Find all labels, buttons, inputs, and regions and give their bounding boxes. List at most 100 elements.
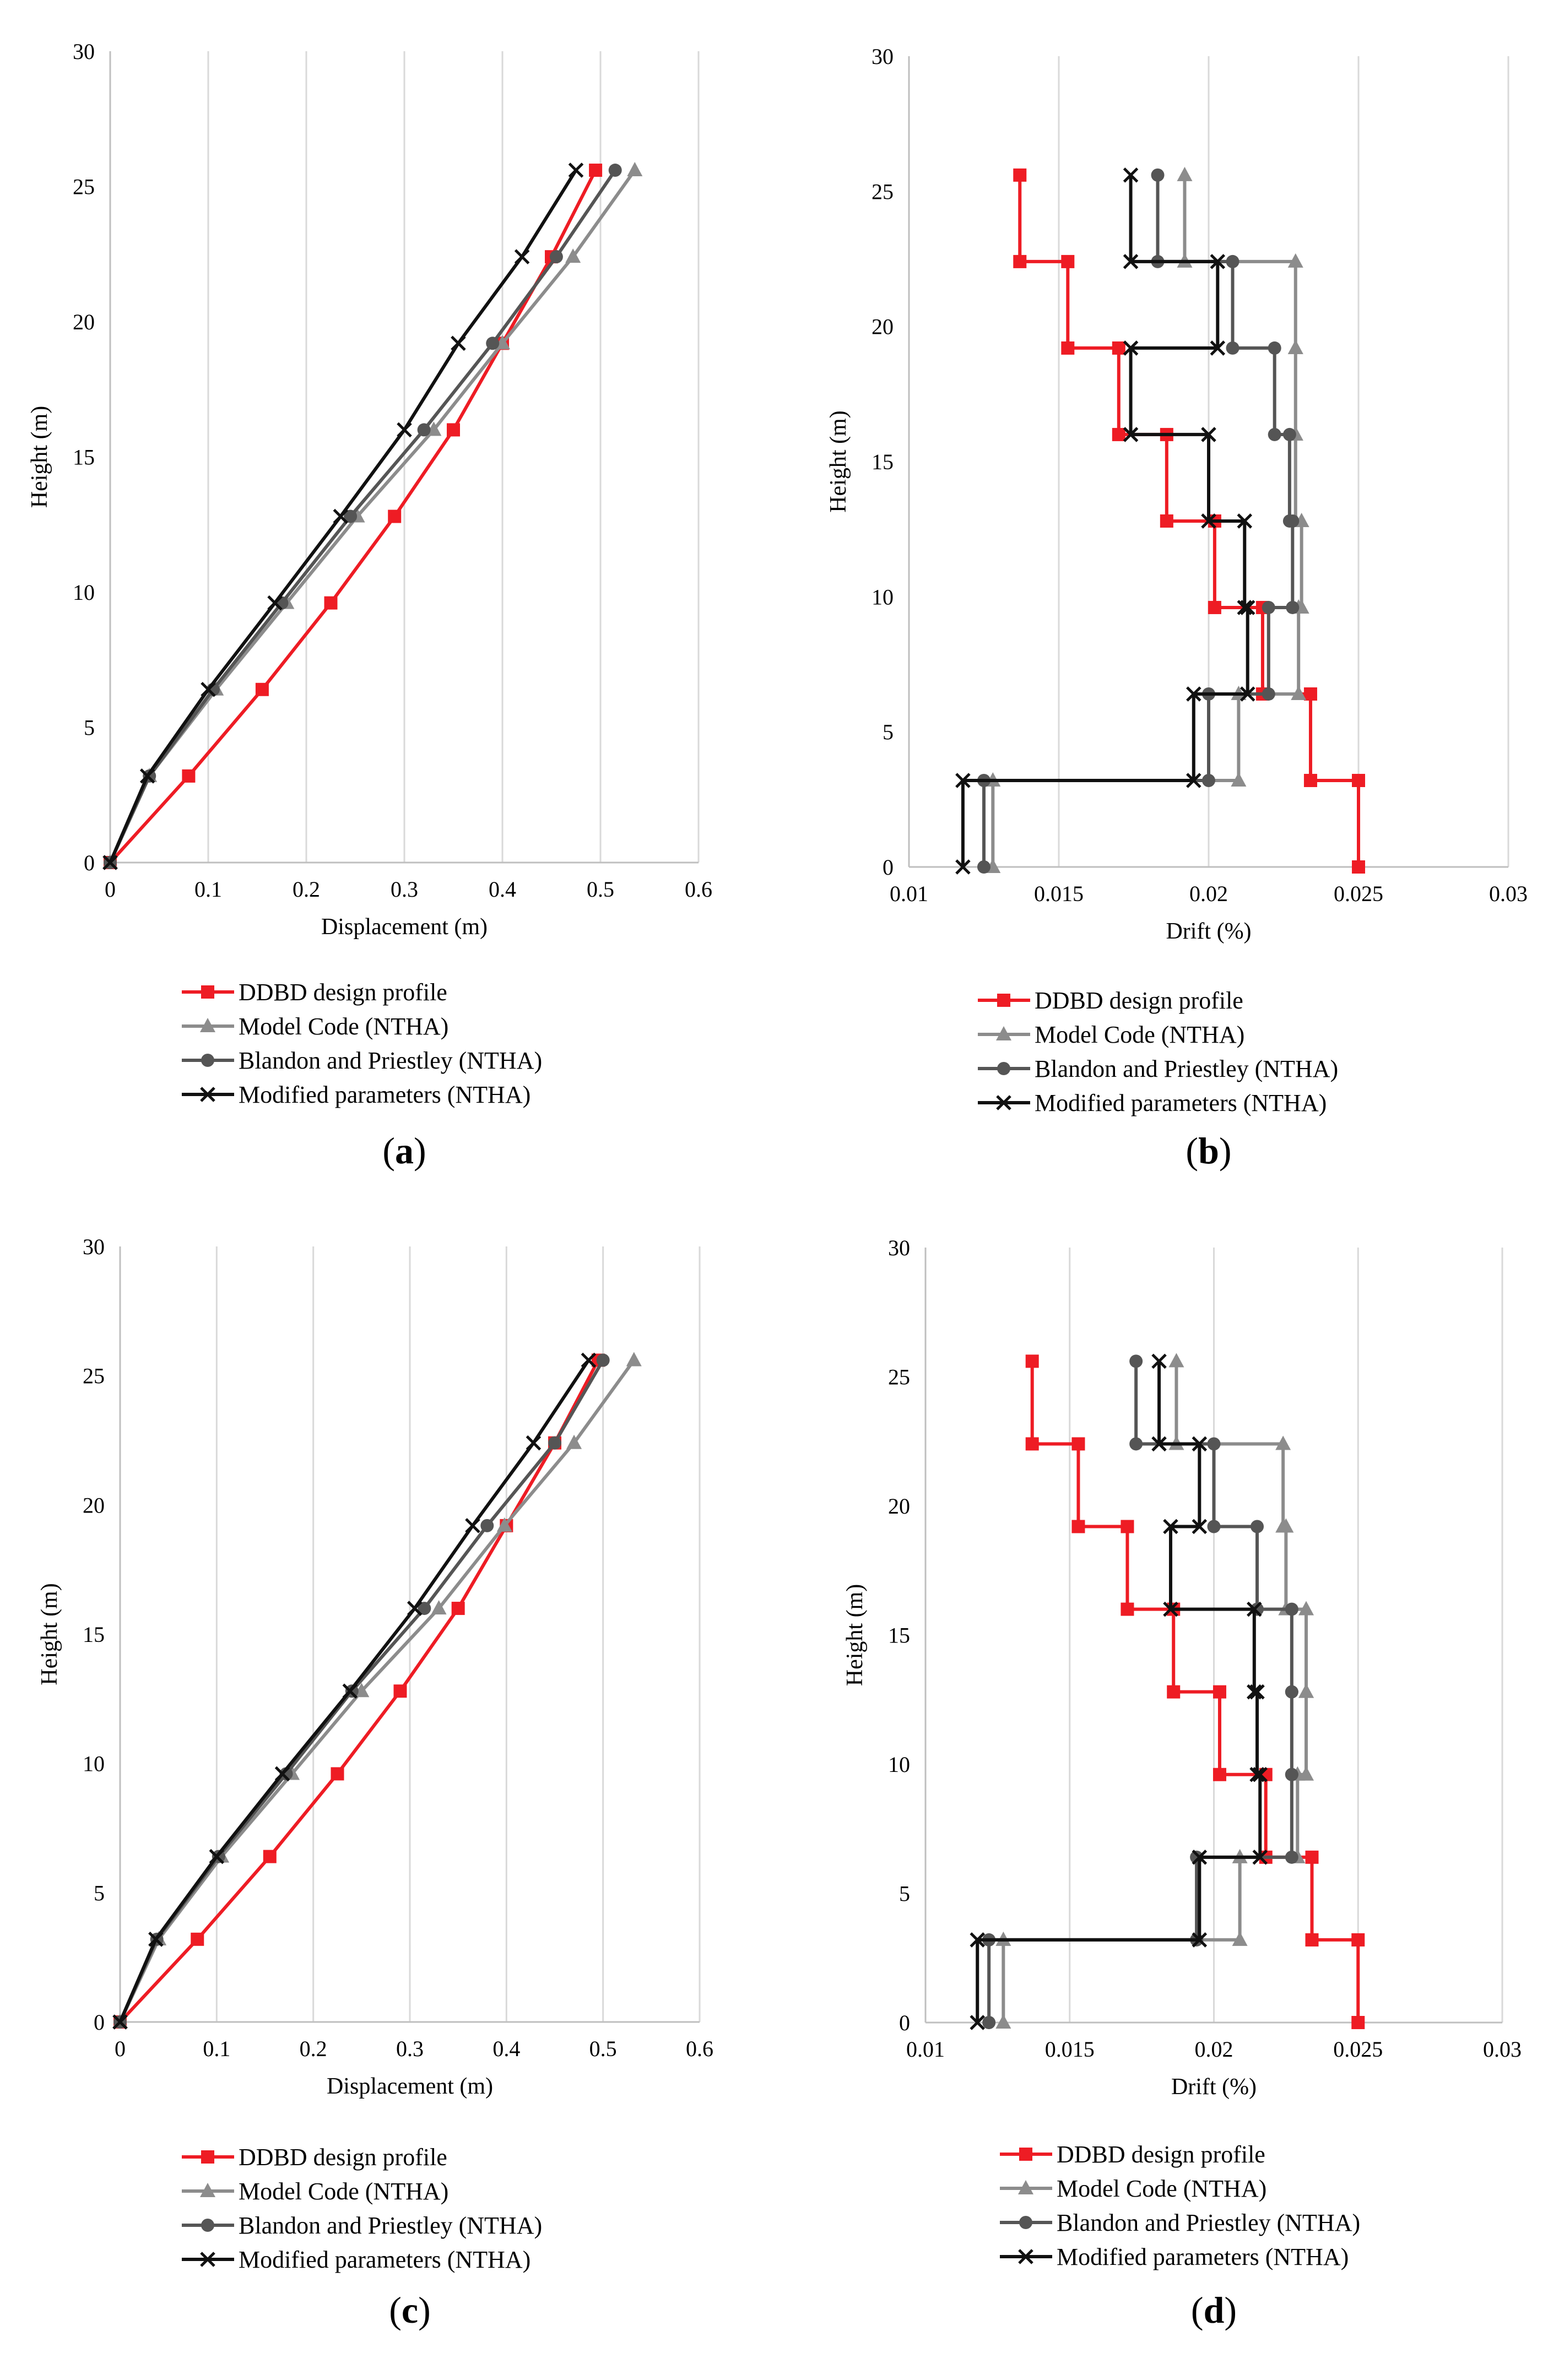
data-point — [1240, 600, 1255, 615]
legend-label: Blandon and Priestley (NTHA) — [239, 2211, 543, 2239]
x-tick-label: 0.025 — [1334, 881, 1383, 906]
x-tick-label: 0.4 — [489, 877, 516, 902]
data-point — [1303, 687, 1317, 701]
data-point — [1252, 1850, 1268, 1865]
data-point — [1192, 1932, 1208, 1948]
triangle-marker-icon — [1018, 2180, 1033, 2194]
data-point — [451, 335, 466, 351]
data-point — [267, 595, 283, 611]
series-blandon — [977, 168, 1300, 874]
x-axis-title: Displacement (m) — [321, 914, 488, 940]
data-point — [1252, 1766, 1268, 1782]
data-point — [1061, 254, 1075, 268]
triangle-marker-icon — [996, 1026, 1011, 1040]
series-modified — [970, 1353, 1268, 2030]
square-marker-icon — [1019, 2148, 1032, 2161]
data-point — [1249, 1766, 1265, 1782]
data-point — [1282, 427, 1296, 441]
y-tick-label: 30 — [73, 39, 95, 64]
x-marker-icon — [1018, 2249, 1033, 2264]
y-tick-label: 10 — [73, 580, 95, 605]
legend-a: DDBD design profile Model Code (NTHA) Blan… — [182, 975, 542, 1112]
data-point — [1305, 1933, 1319, 1947]
y-tick-label: 15 — [83, 1622, 105, 1647]
data-point — [549, 250, 563, 264]
data-point — [1291, 685, 1307, 700]
data-point — [342, 1683, 358, 1699]
data-point — [191, 1932, 204, 1946]
data-point — [1303, 773, 1317, 787]
series-model_code — [102, 162, 643, 869]
data-point — [139, 768, 155, 784]
y-tick-label: 20 — [888, 1494, 910, 1519]
legend-label: DDBD design profile — [1057, 2140, 1265, 2168]
data-point — [274, 1766, 290, 1782]
x-tick-label: 0.015 — [1034, 881, 1084, 906]
series-line — [109, 169, 578, 864]
data-point — [1013, 254, 1027, 268]
data-point — [627, 162, 643, 177]
x-tick-label: 0.5 — [587, 877, 614, 902]
y-tick-label: 0 — [883, 855, 894, 880]
legend-swatch-x — [182, 2252, 234, 2267]
square-marker-icon — [201, 985, 214, 999]
data-point — [1163, 1519, 1178, 1535]
x-tick-label: 0.3 — [396, 2036, 424, 2061]
y-tick-label: 20 — [83, 1493, 105, 1517]
y-axis-title: Height (m) — [27, 406, 52, 508]
series-model_code — [112, 1352, 642, 2028]
triangle-marker-icon — [200, 1018, 215, 1032]
legend-label: Modified parameters (NTHA) — [1035, 1089, 1327, 1116]
x-tick-label: 0.6 — [685, 877, 712, 902]
x-tick-label: 0.4 — [492, 2036, 520, 2061]
data-point — [589, 164, 603, 177]
x-tick-label: 0.5 — [589, 2036, 617, 2061]
data-point — [1305, 1850, 1319, 1864]
data-point — [1192, 1436, 1208, 1452]
data-point — [255, 682, 269, 696]
circle-marker-icon — [997, 1062, 1010, 1075]
data-point — [1351, 1933, 1365, 1947]
data-point — [1207, 1520, 1221, 1533]
data-point — [1112, 341, 1125, 355]
data-point — [1151, 1353, 1167, 1369]
y-tick-label: 15 — [888, 1623, 910, 1648]
y-tick-label: 15 — [872, 449, 894, 474]
legend-swatch-square — [978, 994, 1030, 1007]
y-axis-title: Height (m) — [37, 1583, 62, 1685]
legend-swatch-square — [1000, 2148, 1052, 2161]
legend-item: DDBD design profile — [182, 975, 542, 1009]
series-blandon — [982, 1354, 1298, 2029]
data-point — [1168, 1353, 1184, 1368]
data-point — [1071, 1437, 1085, 1451]
legend-item: Blandon and Priestley (NTHA) — [1000, 2205, 1360, 2240]
data-point — [1192, 1519, 1208, 1535]
legend-swatch-triangle — [182, 1018, 234, 1032]
data-point — [1298, 1601, 1314, 1615]
data-point — [1285, 1768, 1298, 1781]
x-tick-label: 0.2 — [293, 877, 320, 902]
legend-item: Modified parameters (NTHA) — [978, 1086, 1338, 1120]
data-point — [418, 1602, 431, 1615]
data-point — [182, 769, 196, 783]
y-tick-label: 25 — [872, 179, 894, 204]
y-tick-label: 25 — [888, 1365, 910, 1390]
data-point — [209, 1848, 225, 1864]
y-tick-label: 20 — [73, 310, 95, 334]
data-point — [496, 1517, 512, 1532]
legend-label: DDBD design profile — [239, 978, 447, 1006]
panel-label-b: (b) — [1186, 1130, 1232, 1172]
data-point — [1298, 1766, 1314, 1781]
data-point — [1275, 1518, 1291, 1533]
series-line — [109, 169, 636, 864]
data-point — [1237, 600, 1253, 615]
data-point — [1163, 1601, 1178, 1617]
data-point — [1202, 773, 1215, 787]
legend-item: Blandon and Priestley (NTHA) — [182, 2208, 542, 2242]
legend-item: DDBD design profile — [978, 983, 1338, 1017]
legend-item: Model Code (NTHA) — [978, 1017, 1338, 1051]
series-modified — [112, 1352, 597, 2030]
data-point — [596, 1353, 610, 1367]
legend-swatch-x — [978, 1095, 1030, 1110]
legend-label: Modified parameters (NTHA) — [239, 2246, 531, 2273]
